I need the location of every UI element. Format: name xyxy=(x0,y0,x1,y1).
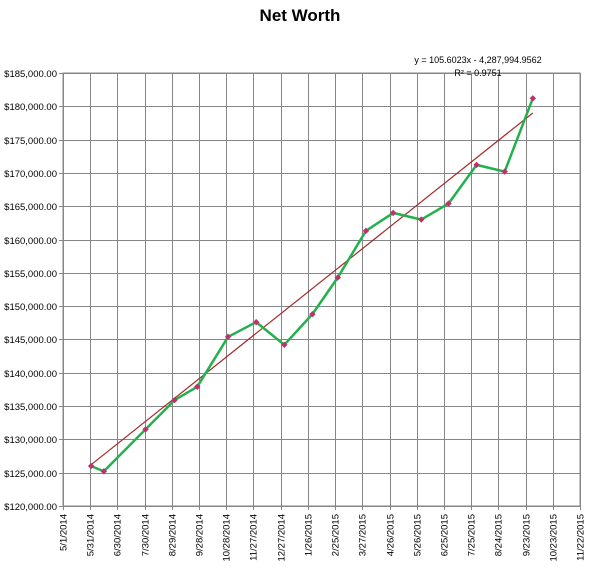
trendline xyxy=(90,112,534,466)
data-point xyxy=(501,168,508,175)
y-tick-label: $180,000.00 xyxy=(4,102,57,113)
y-tick-label: $150,000.00 xyxy=(4,302,57,313)
data-point xyxy=(100,468,108,475)
y-tick-label: $170,000.00 xyxy=(4,169,57,180)
trendline-equation: y = 105.6023x - 4,287,994.9562 xyxy=(414,55,541,65)
y-tick-label: $165,000.00 xyxy=(4,202,57,213)
data-point xyxy=(142,426,149,433)
data-point xyxy=(445,200,452,207)
y-tick-label: $140,000.00 xyxy=(4,369,57,380)
x-tick-label: 5/1/2014 xyxy=(59,514,70,551)
data-point xyxy=(171,396,178,404)
y-tick-label: $185,000.00 xyxy=(4,69,57,80)
y-tick-label: $125,000.00 xyxy=(4,469,57,480)
data-point xyxy=(389,209,397,217)
x-tick-label: 10/28/2014 xyxy=(222,514,233,562)
chart-title: Net Worth xyxy=(259,6,341,25)
x-tick-label: 11/22/2015 xyxy=(576,514,587,561)
y-tick-label: $130,000.00 xyxy=(4,435,57,446)
data-point xyxy=(473,161,480,169)
trendline-r-squared: R² = 0.9751 xyxy=(454,68,501,78)
x-tick-label: 3/27/2015 xyxy=(358,514,369,556)
x-tick-label: 6/30/2014 xyxy=(113,514,124,556)
x-tick-label: 5/31/2014 xyxy=(86,514,97,556)
x-tick-label: 5/26/2015 xyxy=(413,514,424,556)
x-tick-label: 4/26/2015 xyxy=(386,514,397,556)
data-point xyxy=(309,310,316,318)
data-point xyxy=(224,333,232,340)
x-tick-label: 8/29/2014 xyxy=(168,514,179,556)
y-tick-label: $155,000.00 xyxy=(4,269,57,280)
x-tick-label: 9/23/2015 xyxy=(522,514,533,556)
x-tick-label: 11/27/2014 xyxy=(249,514,260,561)
data-point xyxy=(281,341,288,348)
x-tick-label: 7/30/2014 xyxy=(141,514,152,556)
x-tick-label: 2/25/2015 xyxy=(331,514,342,556)
data-point xyxy=(418,216,425,223)
x-tick-label: 6/25/2015 xyxy=(440,514,451,556)
x-tick-label: 12/27/2014 xyxy=(277,514,288,562)
data-point xyxy=(362,227,370,235)
y-tick-label: $160,000.00 xyxy=(4,236,57,247)
data-point xyxy=(87,462,95,470)
data-point xyxy=(252,318,260,326)
y-tick-label: $175,000.00 xyxy=(4,136,57,147)
x-tick-label: 10/23/2015 xyxy=(549,514,560,562)
x-tick-label: 1/26/2015 xyxy=(304,514,315,556)
y-tick-label: $145,000.00 xyxy=(4,335,57,346)
data-point xyxy=(194,383,201,390)
plot-area xyxy=(62,72,581,507)
x-tick-label: 7/25/2015 xyxy=(467,514,478,556)
data-point xyxy=(529,95,537,102)
y-tick-label: $135,000.00 xyxy=(4,402,57,413)
y-tick-label: $120,000.00 xyxy=(4,502,57,513)
data-point xyxy=(334,274,342,281)
x-tick-label: 9/28/2014 xyxy=(195,514,206,556)
x-tick-label: 8/24/2015 xyxy=(494,514,505,556)
